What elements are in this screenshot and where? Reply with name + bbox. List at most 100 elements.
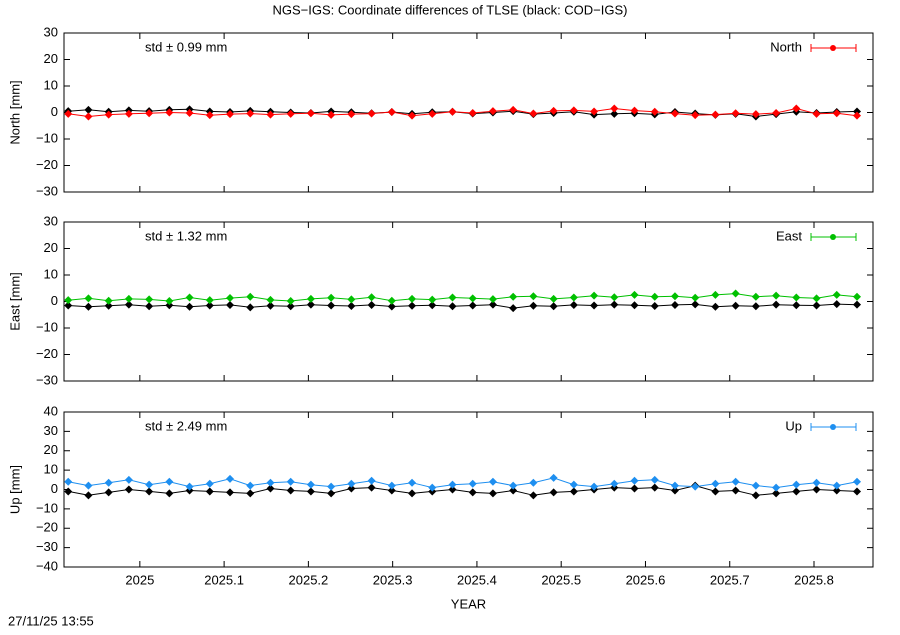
point: [387, 302, 396, 311]
point: [772, 109, 781, 118]
point: [266, 484, 275, 493]
point: [327, 301, 336, 310]
point: [832, 300, 841, 309]
point: [812, 485, 821, 494]
legend-point: [830, 45, 836, 51]
point: [306, 109, 315, 118]
y-tick-label: 0: [51, 481, 58, 496]
point: [751, 491, 760, 500]
point: [630, 106, 639, 115]
point: [569, 300, 578, 309]
point: [124, 485, 133, 494]
x-tick-label: 2025.6: [626, 572, 666, 587]
point: [529, 491, 538, 500]
point: [630, 301, 639, 310]
point: [852, 111, 861, 120]
y-tick-label: 10: [44, 266, 58, 281]
point: [691, 111, 700, 120]
x-tick-label: 2025.5: [541, 572, 581, 587]
point: [64, 109, 73, 118]
point: [84, 491, 93, 500]
y-tick-label: 30: [44, 213, 58, 228]
point: [448, 480, 457, 489]
point: [387, 486, 396, 495]
point: [731, 289, 740, 298]
point: [408, 489, 417, 498]
point: [286, 486, 295, 495]
point: [387, 107, 396, 116]
point: [691, 482, 700, 491]
point: [569, 487, 578, 496]
point: [347, 295, 356, 304]
point: [448, 485, 457, 494]
point: [306, 294, 315, 303]
point: [226, 110, 235, 119]
point: [286, 477, 295, 486]
legend-label: North: [770, 39, 802, 54]
point: [590, 291, 599, 300]
y-tick-label: −40: [36, 558, 58, 573]
point: [367, 300, 376, 309]
point: [488, 489, 497, 498]
point: [488, 107, 497, 116]
point: [711, 290, 720, 299]
point: [185, 293, 194, 302]
point: [408, 111, 417, 120]
point: [246, 303, 255, 312]
point: [670, 481, 679, 490]
point: [670, 109, 679, 118]
point: [226, 294, 235, 303]
point: [165, 296, 174, 305]
point: [691, 300, 700, 309]
point: [731, 486, 740, 495]
point: [448, 107, 457, 116]
point: [145, 302, 154, 311]
point: [549, 473, 558, 482]
point: [751, 110, 760, 119]
point: [84, 105, 93, 114]
point: [165, 489, 174, 498]
point: [84, 481, 93, 490]
point: [367, 483, 376, 492]
x-tick-label: 2025.3: [373, 572, 413, 587]
chart-title: NGS−IGS: Coordinate differences of TLSE …: [272, 2, 627, 17]
point: [428, 295, 437, 304]
point: [185, 302, 194, 311]
point: [347, 484, 356, 493]
point: [468, 294, 477, 303]
point: [852, 300, 861, 309]
point: [286, 109, 295, 118]
point: [205, 296, 214, 305]
plot-frame: [63, 411, 874, 568]
point: [650, 292, 659, 301]
x-tick-label: 2025.2: [289, 572, 329, 587]
point: [792, 487, 801, 496]
point: [104, 301, 113, 310]
point: [428, 109, 437, 118]
point: [751, 292, 760, 301]
point: [509, 304, 518, 313]
point: [448, 293, 457, 302]
x-tick-label: 2025: [125, 572, 154, 587]
point: [529, 109, 538, 118]
point: [812, 478, 821, 487]
y-tick-label: 20: [44, 442, 58, 457]
point: [205, 487, 214, 496]
point: [529, 301, 538, 310]
point: [408, 294, 417, 303]
point: [792, 104, 801, 113]
point: [691, 293, 700, 302]
point: [630, 484, 639, 493]
point: [731, 477, 740, 486]
point: [488, 477, 497, 486]
y-tick-label: 40: [44, 403, 58, 418]
point: [367, 293, 376, 302]
point: [246, 481, 255, 490]
point: [569, 480, 578, 489]
point: [286, 296, 295, 305]
point: [145, 295, 154, 304]
point: [711, 479, 720, 488]
point: [428, 301, 437, 310]
point: [610, 479, 619, 488]
point: [731, 109, 740, 118]
